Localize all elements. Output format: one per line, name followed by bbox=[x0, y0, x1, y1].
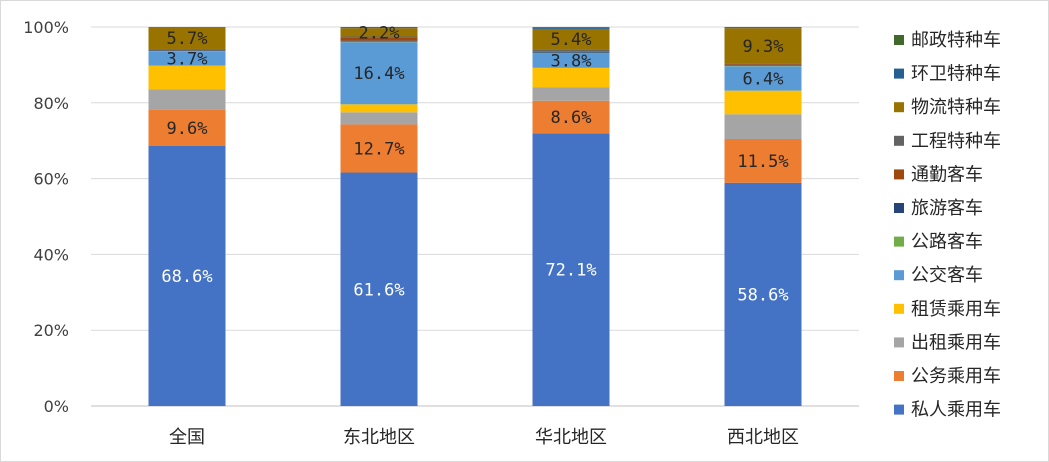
data-label: 9.6% bbox=[167, 119, 208, 139]
bar-segment bbox=[532, 28, 610, 50]
y-tick-label: 40% bbox=[33, 245, 69, 264]
data-label: 68.6% bbox=[161, 267, 212, 287]
legend-swatch bbox=[894, 68, 904, 79]
legend-label: 公务乘用车 bbox=[911, 366, 1001, 387]
x-category-label: 西北地区 bbox=[727, 427, 799, 448]
y-tick-label: 80% bbox=[33, 94, 69, 113]
legend-label: 邮政特种车 bbox=[911, 30, 1001, 51]
legend-swatch bbox=[894, 371, 904, 381]
bar-segment bbox=[340, 112, 418, 125]
legend-swatch bbox=[894, 236, 904, 247]
y-tick-label: 100% bbox=[23, 18, 69, 37]
bar-segment bbox=[532, 87, 610, 101]
legend-label: 私人乘用车 bbox=[911, 400, 1001, 421]
data-label: 11.5% bbox=[737, 152, 788, 172]
bar-segment bbox=[532, 49, 610, 52]
bars bbox=[148, 27, 802, 407]
bar-segment bbox=[340, 172, 418, 406]
bar-segment bbox=[340, 42, 418, 105]
bar-segment bbox=[532, 27, 610, 28]
legend-label: 通勤客车 bbox=[911, 164, 983, 185]
legend-label: 租赁乘用车 bbox=[911, 299, 1001, 320]
bar-segment bbox=[724, 64, 802, 66]
bar-segment bbox=[724, 114, 802, 139]
bar-segment bbox=[340, 124, 418, 173]
bar-segment bbox=[532, 67, 610, 88]
bar-segment bbox=[148, 50, 226, 51]
legend-label: 公交客车 bbox=[911, 265, 983, 286]
data-label: 9.3% bbox=[743, 37, 784, 57]
x-category-label: 东北地区 bbox=[343, 427, 415, 448]
data-label: 5.4% bbox=[551, 30, 592, 50]
bar-segment bbox=[724, 28, 802, 64]
data-label: 2.2% bbox=[359, 23, 400, 43]
bar-segment bbox=[340, 36, 418, 38]
bar-segment bbox=[724, 65, 802, 67]
bar-segment bbox=[340, 40, 418, 42]
data-label: 6.4% bbox=[743, 69, 784, 89]
data-label: 12.7% bbox=[353, 139, 404, 159]
y-tick-label: 20% bbox=[33, 321, 69, 340]
bar-segment bbox=[148, 89, 226, 110]
bar-segment bbox=[532, 51, 610, 52]
bar-segment bbox=[340, 27, 418, 29]
legend-label: 旅游客车 bbox=[911, 198, 983, 219]
bar-segment bbox=[724, 66, 802, 91]
data-label: 3.7% bbox=[167, 50, 208, 70]
bar-segment bbox=[148, 50, 226, 52]
legend-label: 物流特种车 bbox=[911, 97, 1001, 118]
legend-label: 出租乘用车 bbox=[911, 332, 1001, 353]
legend: 邮政特种车环卫特种车物流特种车工程特种车通勤客车旅游客车公路客车公交客车租赁乘用… bbox=[894, 30, 1001, 421]
bar-segment bbox=[532, 27, 610, 29]
bar-segment bbox=[532, 100, 610, 134]
bar-segment bbox=[340, 28, 418, 37]
x-axis-categories: 全国 东北地区 华北地区 西北地区 bbox=[169, 427, 799, 448]
legend-swatch bbox=[894, 337, 904, 348]
legend-swatch bbox=[894, 303, 904, 314]
legend-swatch bbox=[894, 404, 904, 415]
data-label: 8.6% bbox=[551, 108, 592, 128]
bar-segment bbox=[532, 52, 610, 54]
bar-segment bbox=[532, 51, 610, 53]
y-tick-label: 60% bbox=[33, 170, 69, 189]
data-label: 61.6% bbox=[353, 280, 404, 300]
legend-swatch bbox=[894, 203, 904, 213]
bar-segment bbox=[724, 182, 802, 406]
legend-swatch bbox=[894, 35, 904, 45]
bar-segment bbox=[340, 104, 418, 113]
bar-segment bbox=[148, 51, 226, 66]
data-labels: 68.6% 9.6% 3.7%5.7% 61.6% 12.7% 16.4% 2.2% 72.1… bbox=[161, 23, 788, 305]
bar-segment bbox=[148, 109, 226, 147]
bar-segment bbox=[724, 27, 802, 29]
legend-swatch bbox=[894, 102, 904, 113]
bar-segment bbox=[148, 146, 226, 407]
bar-segment bbox=[148, 49, 226, 51]
bar-segment bbox=[340, 37, 418, 41]
legend-swatch bbox=[894, 169, 904, 180]
y-axis-ticks: 0% 20% 40% 60% 80% 100% bbox=[23, 18, 69, 416]
data-label: 58.6% bbox=[737, 285, 788, 305]
data-label: 5.7% bbox=[167, 29, 208, 49]
bar-segment bbox=[724, 63, 802, 65]
bar-segment bbox=[148, 65, 226, 90]
x-category-label: 华北地区 bbox=[535, 427, 607, 448]
data-label: 3.8% bbox=[551, 52, 592, 72]
legend-swatch bbox=[894, 270, 904, 281]
bar-segment bbox=[532, 133, 610, 406]
bar-segment bbox=[724, 138, 802, 183]
x-category-label: 全国 bbox=[169, 427, 205, 448]
bar-segment bbox=[532, 53, 610, 68]
bar-segment bbox=[724, 90, 802, 115]
data-label: 72.1% bbox=[545, 261, 596, 281]
data-label: 16.4% bbox=[353, 64, 404, 84]
legend-label: 工程特种车 bbox=[911, 131, 1001, 152]
bar-segment bbox=[148, 27, 226, 49]
legend-label: 环卫特种车 bbox=[911, 64, 1001, 85]
bar-segment bbox=[340, 41, 418, 43]
legend-label: 公路客车 bbox=[911, 232, 983, 253]
y-tick-label: 0% bbox=[44, 397, 69, 416]
legend-swatch bbox=[894, 135, 904, 146]
